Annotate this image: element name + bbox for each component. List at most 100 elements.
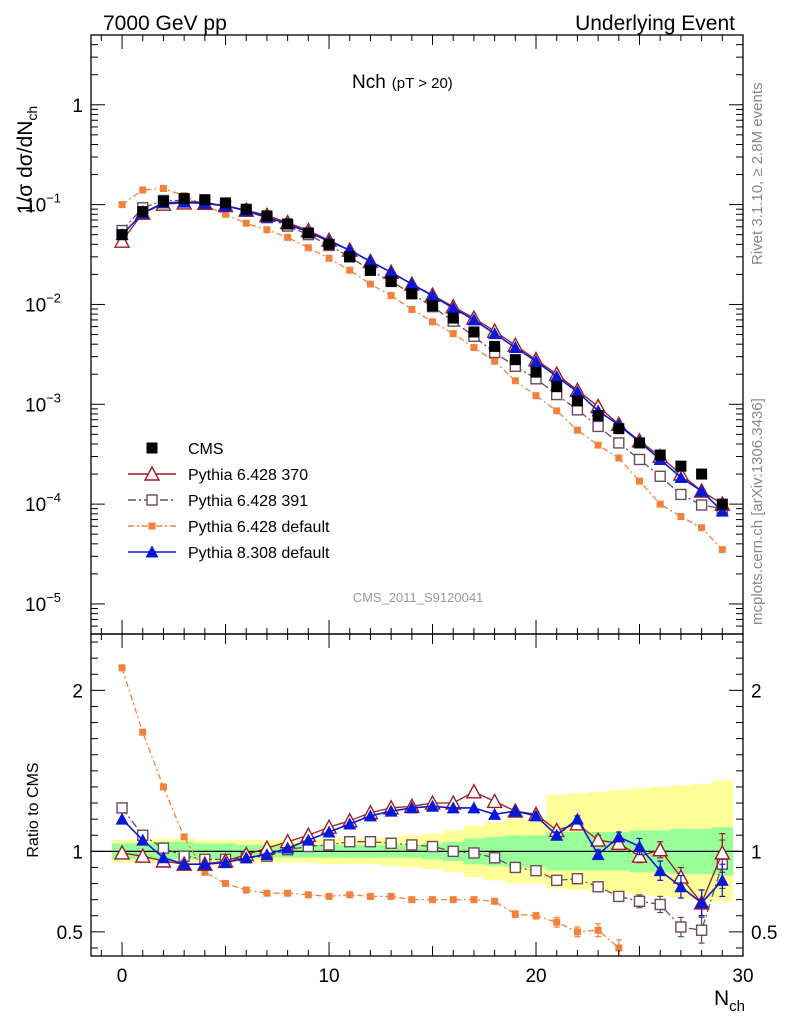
- main-point-pdef: [346, 266, 354, 274]
- ratio-y-tick-label-right: 0.5: [751, 923, 777, 944]
- main-line-pdef: [121, 187, 723, 551]
- ratio-point-p8: [591, 848, 605, 861]
- main-point-pdef: [636, 477, 644, 485]
- main-point-pdef: [263, 226, 271, 234]
- legend-label-p8: Pythia 8.308 default: [188, 545, 330, 562]
- main-point-pdef: [470, 344, 478, 352]
- main-line-p8: [121, 201, 723, 512]
- main-point-pdef: [656, 500, 664, 508]
- main-point-pdef: [553, 407, 561, 415]
- ratio-point-p8: [426, 799, 440, 812]
- ratio-point-p391: [488, 852, 501, 864]
- ratio-point-p8: [488, 807, 502, 820]
- ratio-point-pdef: [118, 664, 126, 672]
- main-point-cms: [571, 395, 583, 407]
- main-point-cms: [675, 460, 687, 472]
- main-point-pdef: [594, 441, 602, 449]
- ratio-point-pdef: [139, 728, 147, 736]
- main-point-p8: [363, 254, 377, 267]
- ratio-point-pdef: [325, 892, 333, 900]
- ratio-point-p391: [654, 898, 666, 911]
- main-point-pdef: [449, 330, 457, 338]
- ratio-point-p391: [116, 802, 128, 814]
- main-point-pdef: [159, 185, 167, 193]
- main-point-pdef: [284, 233, 292, 241]
- main-point-p391: [592, 420, 604, 433]
- main-point-pdef: [222, 210, 230, 218]
- main-point-pdef: [429, 318, 437, 326]
- main-panel: Nch (pT > 20) CMS_2011_S9120041 1/σ dσ/dN…: [14, 34, 744, 635]
- main-point-cms: [261, 210, 273, 222]
- main-point-pdef: [511, 377, 519, 385]
- main-point-cms: [716, 498, 728, 510]
- analysis-watermark: CMS_2011_S9120041: [353, 590, 484, 605]
- ratio-point-p391: [592, 881, 604, 893]
- ratio-point-p8: [363, 809, 377, 822]
- ratio-point-p391: [344, 835, 356, 848]
- ratio-point-pdef: [263, 889, 271, 897]
- ratio-point-pdef: [242, 886, 250, 894]
- main-point-cms: [385, 275, 397, 287]
- ratio-point-p8: [239, 851, 253, 864]
- ratio-point-p391: [509, 861, 522, 874]
- main-point-p391: [695, 499, 708, 511]
- ratio-frame: [90, 633, 744, 957]
- main-point-cms: [157, 195, 169, 207]
- ratio-point-pdef: [201, 868, 209, 876]
- main-point-pdef: [718, 546, 726, 554]
- ratio-y-tick-label: 2: [72, 681, 83, 702]
- main-point-p8: [529, 354, 543, 367]
- ratio-point-p8: [715, 873, 729, 886]
- ratio-point-pdef: [532, 912, 540, 920]
- main-y-tick-label: 10−3: [25, 390, 61, 416]
- main-line-p370: [121, 202, 723, 505]
- main-point-cms: [178, 193, 190, 205]
- ratio-point-p391: [530, 864, 542, 877]
- ratio-point-pdef: [594, 926, 602, 934]
- ratio-point-pdef: [470, 896, 478, 904]
- main-y-axis-label: 1/σ dσ/dNch: [14, 106, 40, 214]
- ratio-point-p391: [571, 873, 584, 885]
- main-point-cms: [447, 312, 459, 324]
- ratio-point-p391: [695, 924, 708, 936]
- ratio-point-p8: [384, 804, 398, 817]
- main-point-cms: [220, 197, 232, 209]
- ratio-point-p391: [426, 840, 439, 853]
- legend-marker-p391: [146, 494, 158, 506]
- main-point-cms: [551, 381, 563, 393]
- mcplots-label: mcplots.cern.ch [arXiv:1306.3436]: [749, 398, 766, 625]
- main-point-pdef: [491, 357, 499, 365]
- ratio-point-p391: [364, 835, 377, 848]
- main-point-p8: [508, 341, 522, 354]
- main-point-p8: [695, 484, 709, 497]
- ratio-point-p391: [323, 839, 335, 851]
- main-point-cms: [613, 423, 625, 435]
- ratio-point-p8: [322, 825, 336, 838]
- main-line-p391: [121, 199, 723, 510]
- main-point-p8: [550, 369, 564, 382]
- ratio-panel: Ratio to CMS 0.5 0.51 12 20 10 20 30 Nch: [25, 633, 777, 1015]
- main-point-cms: [364, 264, 376, 276]
- ratio-point-p370: [652, 841, 669, 857]
- ratio-point-p8: [115, 812, 129, 825]
- plot-title: Nch (pT > 20): [352, 72, 453, 93]
- main-point-cms: [509, 354, 521, 366]
- ratio-point-p8: [343, 817, 357, 830]
- ratio-point-p391: [613, 890, 625, 903]
- ratio-point-pdef: [180, 833, 188, 841]
- ratio-point-p370: [486, 792, 503, 809]
- main-point-cms: [406, 288, 418, 300]
- main-point-p391: [675, 488, 687, 501]
- ratio-point-p391: [468, 847, 480, 859]
- main-point-cms: [489, 340, 501, 352]
- x-tick-label: 10: [318, 966, 339, 987]
- legend-marker-pdef: [148, 522, 156, 530]
- ratio-point-p8: [633, 840, 647, 853]
- ratio-point-pdef: [366, 892, 374, 900]
- main-point-p8: [488, 327, 502, 340]
- ratio-point-pdef: [304, 891, 312, 899]
- ratio-point-p8: [198, 857, 212, 870]
- main-point-cms: [634, 437, 646, 449]
- main-point-cms: [282, 218, 294, 230]
- main-point-cms: [344, 251, 356, 263]
